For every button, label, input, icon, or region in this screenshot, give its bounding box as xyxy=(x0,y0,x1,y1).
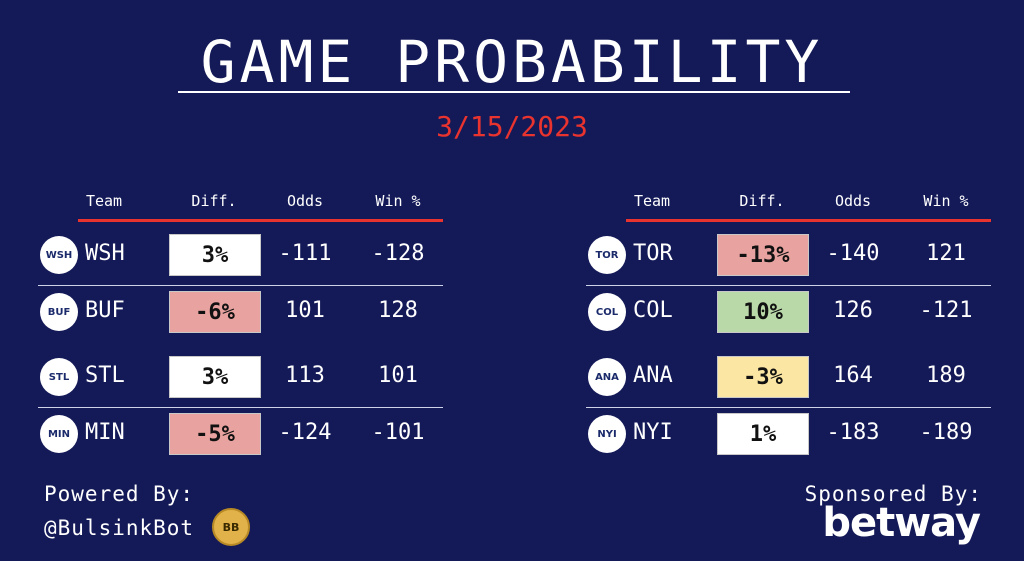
header-team: Team xyxy=(633,192,671,210)
diff-cell: 10% xyxy=(717,291,809,333)
diff-cell: 3% xyxy=(169,356,261,398)
right-header: Team Diff. Odds Win % xyxy=(586,190,991,218)
team-logo-icon: BUF xyxy=(40,293,78,331)
team-abbr: MIN xyxy=(85,420,125,445)
team-abbr: WSH xyxy=(85,241,125,266)
left-panel: Team Diff. Odds Win % WSH WSH 3% -111 -1… xyxy=(38,190,443,455)
bot-handle: @BulsinkBot xyxy=(44,516,195,540)
team-abbr: ANA xyxy=(633,363,673,388)
header-team: Team xyxy=(85,192,123,210)
table-row: TOR TOR -13% -140 121 xyxy=(586,228,991,284)
odds-cell: 126 xyxy=(833,298,873,323)
diff-cell: -6% xyxy=(169,291,261,333)
team-abbr: NYI xyxy=(633,420,673,445)
table-row: NYI NYI 1% -183 -189 xyxy=(586,407,991,463)
team-logo-icon: NYI xyxy=(588,415,626,453)
header-diff: Diff. xyxy=(739,192,785,210)
odds-cell: -111 xyxy=(278,241,332,266)
win-cell: -189 xyxy=(919,420,973,445)
table-row: STL STL 3% 113 101 xyxy=(38,350,443,406)
sponsored-by-label: Sponsored By: xyxy=(804,482,982,506)
team-logo-icon: WSH xyxy=(40,236,78,274)
team-logo-icon: STL xyxy=(40,358,78,396)
table-row: COL COL 10% 126 -121 xyxy=(586,285,991,341)
left-header: Team Diff. Odds Win % xyxy=(38,190,443,218)
team-logo-icon: COL xyxy=(588,293,626,331)
table-row: MIN MIN -5% -124 -101 xyxy=(38,407,443,463)
row-divider xyxy=(38,285,443,286)
row-divider xyxy=(38,407,443,408)
odds-cell: -183 xyxy=(826,420,880,445)
diff-cell: -5% xyxy=(169,413,261,455)
header-rule xyxy=(78,219,443,222)
row-divider xyxy=(586,407,991,408)
win-cell: 128 xyxy=(378,298,418,323)
team-abbr: TOR xyxy=(633,241,673,266)
sponsor-logo: betway xyxy=(822,500,981,546)
team-abbr: COL xyxy=(633,298,673,323)
diff-cell: -13% xyxy=(717,234,809,276)
header-win: Win % xyxy=(375,192,421,210)
diff-cell: -3% xyxy=(717,356,809,398)
odds-cell: 113 xyxy=(285,363,325,388)
header-odds: Odds xyxy=(834,192,872,210)
diff-cell: 1% xyxy=(717,413,809,455)
row-divider xyxy=(586,285,991,286)
team-abbr: STL xyxy=(85,363,125,388)
game-date: 3/15/2023 xyxy=(436,110,588,143)
team-abbr: BUF xyxy=(85,298,125,323)
odds-cell: 164 xyxy=(833,363,873,388)
header-rule xyxy=(626,219,991,222)
bb-logo-icon: BB xyxy=(212,508,250,546)
win-cell: -101 xyxy=(371,420,425,445)
win-cell: 121 xyxy=(926,241,966,266)
header-diff: Diff. xyxy=(191,192,237,210)
powered-by-label: Powered By: xyxy=(44,482,195,506)
table-row: WSH WSH 3% -111 -128 xyxy=(38,228,443,284)
table-row: ANA ANA -3% 164 189 xyxy=(586,350,991,406)
diff-cell: 3% xyxy=(169,234,261,276)
odds-cell: 101 xyxy=(285,298,325,323)
right-panel: Team Diff. Odds Win % TOR TOR -13% -140 … xyxy=(586,190,991,455)
page-title: GAME PROBABILITY xyxy=(200,28,824,96)
win-cell: 189 xyxy=(926,363,966,388)
title-underline xyxy=(178,91,850,93)
odds-cell: -124 xyxy=(278,420,332,445)
team-logo-icon: MIN xyxy=(40,415,78,453)
odds-cell: -140 xyxy=(826,241,880,266)
team-logo-icon: ANA xyxy=(588,358,626,396)
header-odds: Odds xyxy=(286,192,324,210)
team-logo-icon: TOR xyxy=(588,236,626,274)
win-cell: 101 xyxy=(378,363,418,388)
win-cell: -121 xyxy=(919,298,973,323)
header-win: Win % xyxy=(923,192,969,210)
win-cell: -128 xyxy=(371,241,425,266)
table-row: BUF BUF -6% 101 128 xyxy=(38,285,443,341)
